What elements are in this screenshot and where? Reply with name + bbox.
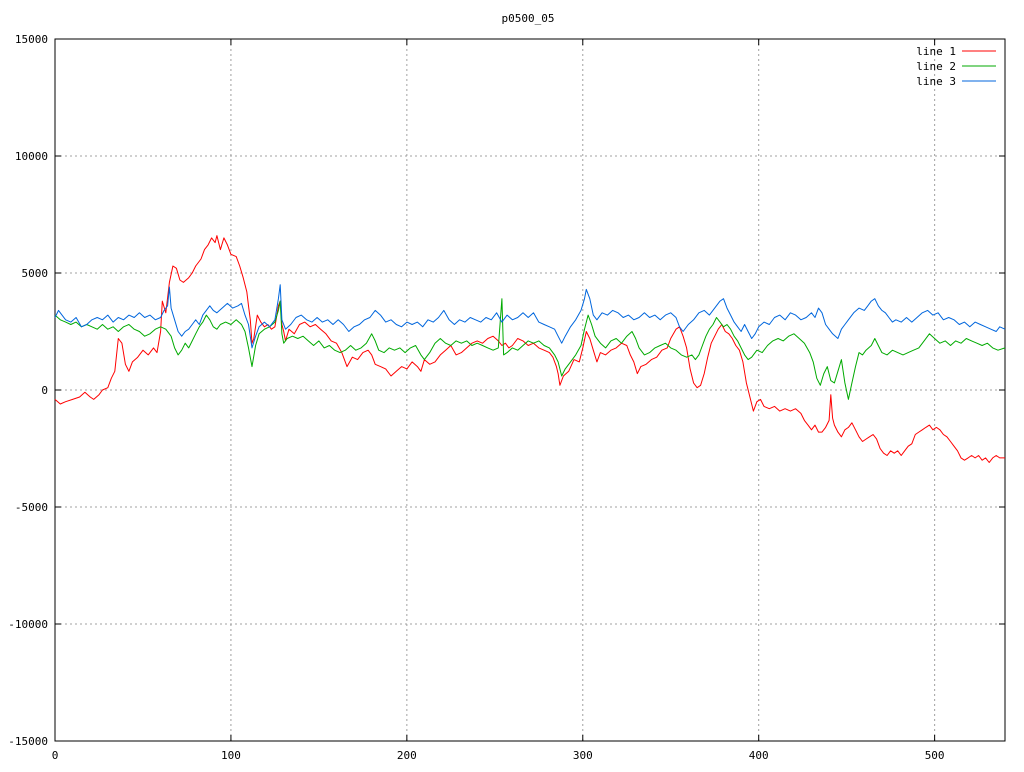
x-tick-label: 400 bbox=[749, 749, 769, 762]
legend-label: line 1 bbox=[916, 45, 956, 58]
y-tick-label: 5000 bbox=[22, 267, 49, 280]
legend-label: line 2 bbox=[916, 60, 956, 73]
legend: line 1 line 2 line 3 bbox=[916, 45, 996, 88]
y-tick-label: -15000 bbox=[8, 735, 48, 748]
series-line-2 bbox=[54, 298, 1006, 400]
y-tick-label: -10000 bbox=[8, 618, 48, 631]
x-tick-label: 100 bbox=[221, 749, 241, 762]
x-tick-label: 500 bbox=[925, 749, 945, 762]
grid-lines bbox=[55, 39, 1005, 741]
axes: 0 100 200 300 400 500 -15000 -10000 -5000 0 5000 10… bbox=[8, 33, 1006, 762]
x-tick-label: 200 bbox=[397, 749, 417, 762]
y-tick-label: 15000 bbox=[15, 33, 48, 46]
y-tick-label: 10000 bbox=[15, 150, 48, 163]
series-line-1 bbox=[54, 235, 1005, 463]
chart-title: p0500_05 bbox=[502, 12, 555, 25]
y-tick-label: -5000 bbox=[15, 501, 48, 514]
x-tick-label: 300 bbox=[573, 749, 593, 762]
legend-label: line 3 bbox=[916, 75, 956, 88]
series-lines bbox=[54, 235, 1006, 463]
y-tick-label: 0 bbox=[41, 384, 48, 397]
x-tick-label: 0 bbox=[52, 749, 59, 762]
series-line-3 bbox=[54, 284, 1006, 349]
